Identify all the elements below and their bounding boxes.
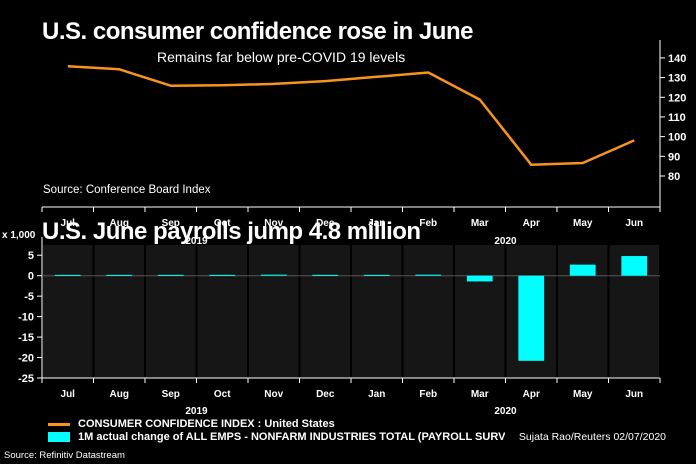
bar-jul bbox=[54, 274, 81, 276]
y-tick-label-120: 120 bbox=[668, 92, 686, 104]
bar-may bbox=[569, 264, 596, 276]
y-tick-label-100: 100 bbox=[668, 132, 686, 144]
x-tick-label-aug: Aug bbox=[110, 218, 129, 229]
category-panel bbox=[43, 245, 93, 378]
x-tick-label-oct: Oct bbox=[214, 218, 231, 229]
bar-aug bbox=[106, 274, 133, 276]
category-panel bbox=[197, 245, 247, 378]
category-panel bbox=[94, 245, 144, 378]
y-tick-label: -15 bbox=[18, 332, 34, 344]
y-tick-label-110: 110 bbox=[668, 112, 686, 124]
bar-dec bbox=[312, 274, 339, 276]
bar-feb bbox=[415, 274, 442, 276]
x-tick-label-dec: Dec bbox=[316, 389, 335, 400]
x-tick-label-mar: Mar bbox=[471, 218, 489, 229]
x-tick-label-aug: Aug bbox=[110, 389, 129, 400]
legend-label-consumer-confidence: CONSUMER CONFIDENCE INDEX : United State… bbox=[78, 418, 335, 430]
x-tick-label-jun: Jun bbox=[625, 218, 643, 229]
x-tick-label-nov: Nov bbox=[264, 218, 283, 229]
x-tick-label-apr: Apr bbox=[523, 218, 540, 229]
year-label-2020: 2020 bbox=[494, 236, 517, 247]
x-tick-label-oct: Oct bbox=[214, 389, 231, 400]
legend-item-payrolls: 1M actual change of ALL EMPS - NONFARM I… bbox=[48, 431, 505, 443]
bar-sep bbox=[157, 274, 184, 276]
x-tick-label-jun: Jun bbox=[625, 389, 643, 400]
x-tick-label-feb: Feb bbox=[419, 389, 437, 400]
bar-apr bbox=[518, 275, 545, 361]
y-tick-label-140: 140 bbox=[668, 53, 686, 65]
bar-nov bbox=[260, 274, 287, 276]
x-tick-label-jan: Jan bbox=[368, 218, 385, 229]
y-tick-label: -20 bbox=[18, 353, 34, 365]
bar-mar bbox=[466, 275, 493, 282]
x-tick-label-dec: Dec bbox=[316, 218, 335, 229]
category-panel bbox=[249, 245, 299, 378]
y-tick-label: -10 bbox=[18, 312, 34, 324]
y-tick-label-90: 90 bbox=[668, 151, 680, 163]
category-panel bbox=[352, 245, 402, 378]
chart-1-source: Source: Conference Board Index bbox=[43, 184, 211, 196]
y-tick-label: -25 bbox=[18, 373, 34, 385]
category-panel bbox=[146, 245, 196, 378]
bar-oct bbox=[209, 274, 236, 276]
footer-source: Source: Refinitiv Datastream bbox=[4, 450, 125, 461]
x-tick-label-may: May bbox=[573, 218, 593, 229]
legend-item-consumer-confidence: CONSUMER CONFIDENCE INDEX : United State… bbox=[48, 418, 335, 430]
y-tick-label: -5 bbox=[24, 291, 34, 303]
y-tick-label-80: 80 bbox=[668, 171, 680, 183]
series-line-consumer-confidence bbox=[67, 64, 635, 167]
bar-jan bbox=[363, 274, 390, 276]
year-label-2020: 2020 bbox=[494, 406, 517, 417]
legend-label-payrolls: 1M actual change of ALL EMPS - NONFARM I… bbox=[78, 431, 506, 443]
chart-2-title: U.S. June payrolls jump 4.8 million bbox=[42, 218, 421, 245]
y-tick-label: 0 bbox=[28, 271, 34, 283]
legend-swatch-line bbox=[48, 422, 70, 426]
chart-1-subtitle: Remains far below pre-COVID 19 levels bbox=[157, 49, 406, 65]
category-panel bbox=[403, 245, 453, 378]
x-tick-label-jul: Jul bbox=[61, 389, 76, 400]
bar-jun bbox=[621, 256, 648, 276]
category-panel bbox=[455, 245, 505, 378]
x-tick-label-jul: Jul bbox=[61, 218, 76, 229]
x-tick-label-sep: Sep bbox=[162, 389, 180, 400]
y-unit-label: x 1,000 bbox=[2, 230, 36, 241]
x-tick-label-may: May bbox=[573, 389, 593, 400]
x-tick-label-apr: Apr bbox=[523, 389, 540, 400]
year-label-2019: 2019 bbox=[185, 406, 208, 417]
y-tick-label: 5 bbox=[28, 250, 34, 262]
x-tick-label-sep: Sep bbox=[162, 218, 180, 229]
x-tick-label-nov: Nov bbox=[264, 389, 283, 400]
chart-1-title: U.S. consumer confidence rose in June bbox=[42, 18, 473, 45]
y-tick-label-130: 130 bbox=[668, 73, 686, 85]
year-label-2019: 2019 bbox=[185, 236, 208, 247]
x-tick-label-mar: Mar bbox=[471, 389, 489, 400]
credit-text: Sujata Rao/Reuters 02/07/2020 bbox=[518, 431, 666, 443]
category-panel bbox=[300, 245, 350, 378]
x-tick-label-feb: Feb bbox=[419, 218, 437, 229]
x-tick-label-jan: Jan bbox=[368, 389, 385, 400]
legend-swatch-box bbox=[48, 432, 70, 442]
